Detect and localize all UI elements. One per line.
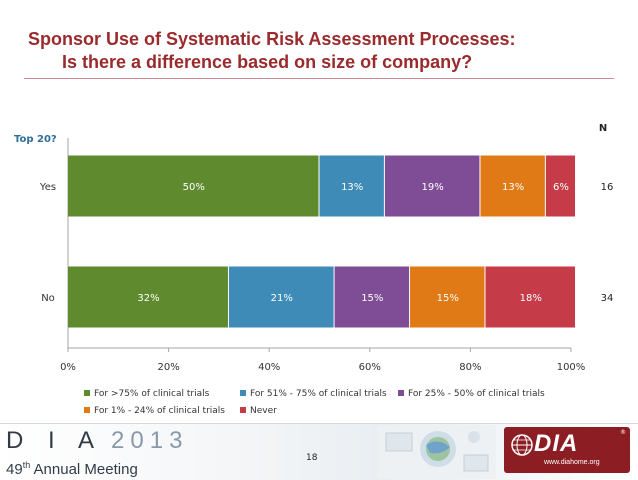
logo-year: 2013	[111, 427, 189, 454]
y-axis-title: Top 20?	[14, 134, 57, 145]
data-label: 21%	[271, 293, 293, 304]
title-divider	[24, 78, 614, 79]
x-tick-label: 0%	[60, 362, 76, 373]
meeting-ordinal: 49	[6, 461, 23, 478]
slide-title-line1: Sponsor Use of Systematic Risk Assessmen…	[28, 29, 516, 49]
dia-2013-logo: D I A 2013 49th Annual Meeting	[6, 428, 188, 479]
data-label: 32%	[137, 293, 159, 304]
legend-label: For >75% of clinical trials	[94, 389, 210, 399]
data-label: 18%	[520, 293, 542, 304]
legend-swatch	[398, 390, 404, 396]
legend-label: For 1% - 24% of clinical trials	[94, 406, 225, 416]
dia-logo-url: www.diahome.org	[544, 459, 600, 466]
data-label: 13%	[341, 182, 363, 193]
slide-title-line2: Is there a difference based on size of c…	[62, 52, 473, 72]
legend-label: For 25% - 50% of clinical trials	[408, 389, 545, 399]
page-number: 18	[306, 453, 318, 463]
bar-segment	[334, 266, 410, 328]
legend-swatch	[240, 390, 246, 396]
data-label: 13%	[502, 182, 524, 193]
bar-segment	[485, 266, 576, 328]
legend-swatch	[84, 407, 90, 413]
x-tick-label: 20%	[157, 362, 179, 373]
logo-letters: D I A	[6, 427, 104, 454]
bar-segment	[410, 266, 485, 328]
x-tick-label: 100%	[557, 362, 586, 373]
data-label: 15%	[361, 293, 383, 304]
data-label: 6%	[553, 182, 569, 193]
stacked-bar-chart: 0% 20% 40% 60% 80% 100% Top 20? N Yes 50% 13% 19% 13…	[14, 123, 614, 416]
bar-segment	[68, 266, 228, 328]
n-column-header: N	[599, 123, 607, 134]
data-label: 15%	[437, 293, 459, 304]
dia-logo-mark: DIA	[534, 430, 579, 457]
registered-mark: ®	[620, 429, 626, 436]
bar-segment	[228, 266, 334, 328]
data-label: 19%	[422, 182, 444, 193]
legend-label: Never	[250, 406, 277, 416]
x-tick-label: 60%	[359, 362, 381, 373]
meeting-ordinal-suffix: th	[22, 460, 31, 470]
dia-logo: DIA ® www.diahome.org	[504, 427, 630, 473]
legend-swatch	[240, 407, 246, 413]
n-value: 34	[601, 293, 614, 304]
legend-label: For 51% - 75% of clinical trials	[250, 389, 387, 399]
meeting-name: Annual Meeting	[33, 461, 138, 478]
bar-segment	[480, 155, 545, 217]
category-label: No	[41, 293, 55, 304]
category-label: Yes	[39, 182, 56, 193]
data-label: 50%	[183, 182, 205, 193]
bar-segment	[319, 155, 384, 217]
x-tick-label: 40%	[258, 362, 280, 373]
bar-segment	[545, 155, 576, 217]
bar-segment	[384, 155, 480, 217]
decorative-globe-collage	[378, 425, 496, 479]
bar-segment	[68, 155, 319, 217]
n-value: 16	[601, 182, 614, 193]
globe-icon	[511, 434, 533, 456]
x-tick-label: 80%	[459, 362, 481, 373]
legend-swatch	[84, 390, 90, 396]
